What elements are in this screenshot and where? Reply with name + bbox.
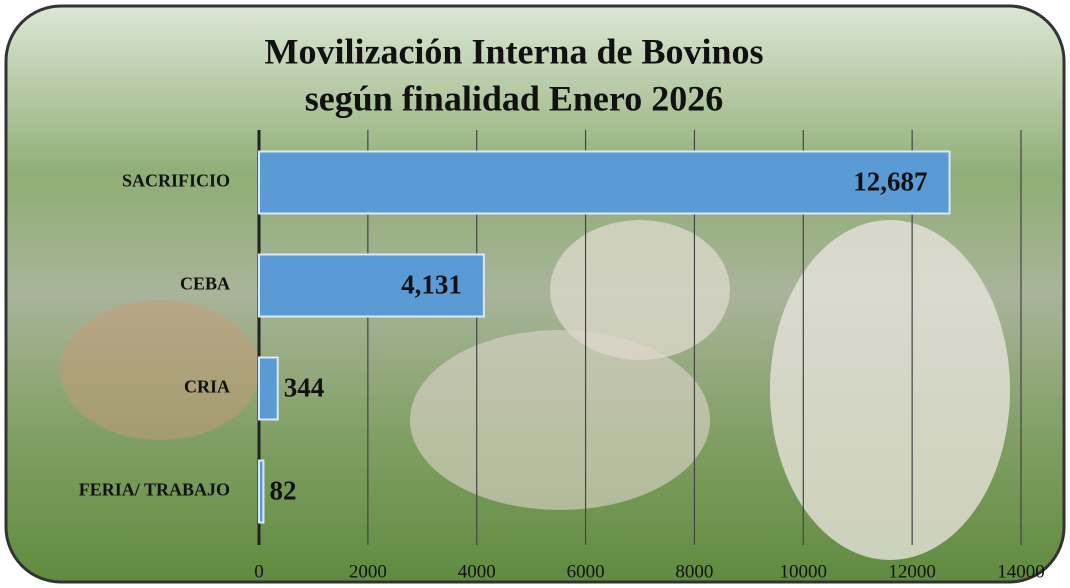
value-label: 12,687	[853, 167, 927, 197]
x-tick-label: 10000	[780, 561, 828, 582]
value-label: 344	[284, 373, 325, 403]
value-label: 4,131	[401, 270, 462, 300]
x-tick-label: 8000	[675, 561, 713, 582]
chart-title: según finalidad Enero 2026	[305, 78, 723, 118]
chart-title: Movilización Interna de Bovinos	[264, 31, 763, 71]
x-tick-label: 2000	[349, 561, 387, 582]
bar	[258, 150, 951, 215]
bar	[258, 253, 485, 318]
x-tick-label: 0	[254, 561, 264, 582]
value-label: 82	[269, 476, 296, 506]
x-tick-label: 12000	[888, 561, 936, 582]
x-tick-label: 6000	[567, 561, 605, 582]
y-tick-label: CEBA	[180, 274, 230, 294]
frame	[4, 4, 1066, 584]
bar	[258, 459, 265, 524]
y-tick-label: CRIA	[184, 377, 230, 397]
y-tick-label: FERIA/ TRABAJO	[79, 480, 230, 500]
y-tick-label: SACRIFICIO	[122, 171, 230, 191]
x-tick-label: 14000	[997, 561, 1045, 582]
bar	[258, 356, 279, 421]
x-tick-label: 4000	[458, 561, 496, 582]
